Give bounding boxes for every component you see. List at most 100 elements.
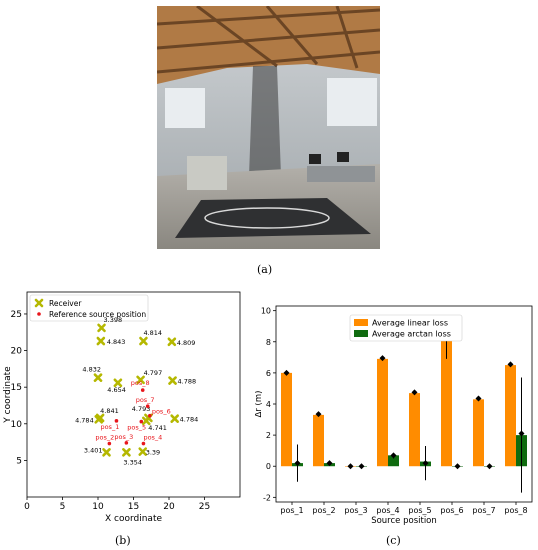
legend: Receiver Reference source position: [29, 294, 149, 322]
linear-loss-marker: [475, 395, 482, 402]
y-tick-label: 2: [266, 431, 271, 440]
source-marker: [145, 404, 150, 409]
receiver-marker-stroke: [138, 447, 148, 456]
receiver-value-label: 4.741: [148, 424, 167, 432]
x-tick-label: pos_3: [344, 506, 367, 515]
receiver-value-label: 3.398: [104, 316, 123, 324]
receiver-value-label: 4.832: [82, 366, 101, 374]
arctan-loss-bar: [388, 455, 399, 467]
y-tick-label: 10: [11, 420, 23, 430]
y-tick-label: 5: [16, 456, 22, 466]
y-tick-label: 6: [266, 369, 271, 378]
source-position-label: pos_4: [143, 434, 162, 442]
legend: Average linear loss Average arctan loss: [349, 314, 463, 342]
receiver-marker: [138, 447, 148, 456]
x-tick-label: pos_8: [504, 506, 527, 515]
receiver-marker-stroke: [94, 415, 104, 424]
lab-photograph: [157, 6, 380, 249]
receiver-marker: [141, 416, 151, 426]
receiver-value-label: 4.841: [100, 407, 119, 415]
receiver-marker: [139, 336, 148, 346]
x-axis-label: Source position: [371, 516, 437, 526]
source-marker: [141, 441, 146, 446]
receiver-value-label: 4.654: [107, 386, 126, 394]
receiver-marker: [136, 375, 145, 385]
receiver-marker-stroke: [141, 416, 151, 426]
source-marker: [140, 388, 145, 392]
x-tick-label: 20: [163, 502, 175, 512]
source-position-label: pos_2: [95, 434, 114, 442]
x-tick-label: 25: [199, 502, 210, 512]
caption-b: (b): [115, 534, 131, 547]
y-tick-label: 25: [11, 310, 22, 320]
x-tick-label: pos_1: [280, 506, 303, 515]
receiver-marker: [96, 336, 106, 346]
receiver-value-label: 4.843: [107, 338, 126, 346]
receiver-marker: [102, 448, 111, 457]
source-marker: [139, 419, 144, 424]
linear-loss-bar: [505, 365, 516, 467]
legend-arctan-label: Average arctan loss: [372, 330, 451, 339]
linear-loss-bar: [441, 335, 452, 467]
linear-loss-marker: [283, 369, 290, 376]
legend-source-marker: [37, 312, 41, 316]
receiver-marker-stroke: [102, 448, 111, 457]
source-marker: [124, 441, 129, 445]
linear-loss-bar: [377, 358, 388, 467]
legend-box: [349, 314, 463, 342]
source-position-label: pos_3: [114, 433, 133, 441]
legend-linear-swatch: [354, 319, 368, 326]
x-tick-label: pos_5: [408, 506, 431, 515]
receiver-marker-stroke: [113, 378, 123, 388]
receiver-value-label: 4.814: [143, 329, 162, 337]
receiver-marker: [168, 376, 177, 385]
arctan-loss-marker: [390, 452, 397, 459]
receiver-marker: [97, 323, 106, 333]
receiver-value-label: 4.809: [177, 339, 196, 347]
receiver-marker: [113, 378, 123, 388]
receiver-marker: [167, 337, 177, 347]
receiver-marker-stroke: [34, 298, 44, 308]
y-axis-label: Δr (m): [255, 391, 264, 418]
legend-receiver-marker: [34, 298, 44, 308]
source-position-label: pos_5: [127, 424, 146, 432]
linear-loss-bar: [473, 399, 484, 467]
receiver-value-label: 3.401: [84, 446, 103, 454]
legend-source-label: Reference source position: [49, 310, 146, 319]
linear-loss-marker: [507, 361, 514, 368]
y-tick-label: 0: [266, 462, 271, 471]
receiver-value-label: 3.354: [123, 458, 142, 466]
x-axis-label: X coordinate: [105, 514, 162, 524]
linear-loss-marker: [315, 411, 322, 418]
caption-c: (c): [386, 534, 401, 547]
receiver-value-label: 4.784: [75, 416, 94, 424]
linear-loss-marker: [347, 463, 354, 470]
linear-loss-bar: [281, 372, 292, 467]
legend-box: [29, 294, 149, 322]
receiver-marker-stroke: [168, 376, 177, 385]
x-tick-label: 5: [60, 502, 66, 512]
y-tick-label: 4: [266, 400, 271, 409]
legend-arctan-swatch: [354, 330, 368, 337]
receiver-marker-stroke: [139, 336, 148, 346]
receiver-marker-stroke: [122, 448, 131, 457]
receiver-value-label: 4.788: [178, 378, 197, 386]
arctan-loss-marker: [454, 463, 461, 470]
source-position-label: pos_7: [136, 396, 155, 404]
receiver-marker-stroke: [96, 336, 106, 346]
x-tick-label: pos_7: [472, 506, 495, 515]
y-tick-label: 8: [266, 338, 271, 347]
y-tick-label: 20: [11, 347, 23, 357]
receiver-marker-stroke: [136, 375, 145, 385]
plot-frame: [26, 291, 241, 498]
linear-loss-bar: [313, 414, 324, 467]
receiver-marker: [93, 373, 103, 382]
source-position-label: pos_8: [131, 379, 150, 387]
y-tick-label: 15: [11, 383, 22, 393]
source-marker: [148, 413, 152, 418]
y-tick-label: -2: [263, 493, 271, 502]
caption-a: (a): [257, 263, 273, 276]
receiver-value-label: 4.793: [132, 405, 151, 413]
x-tick-label: 15: [128, 502, 139, 512]
x-tick-label: pos_6: [440, 506, 463, 515]
